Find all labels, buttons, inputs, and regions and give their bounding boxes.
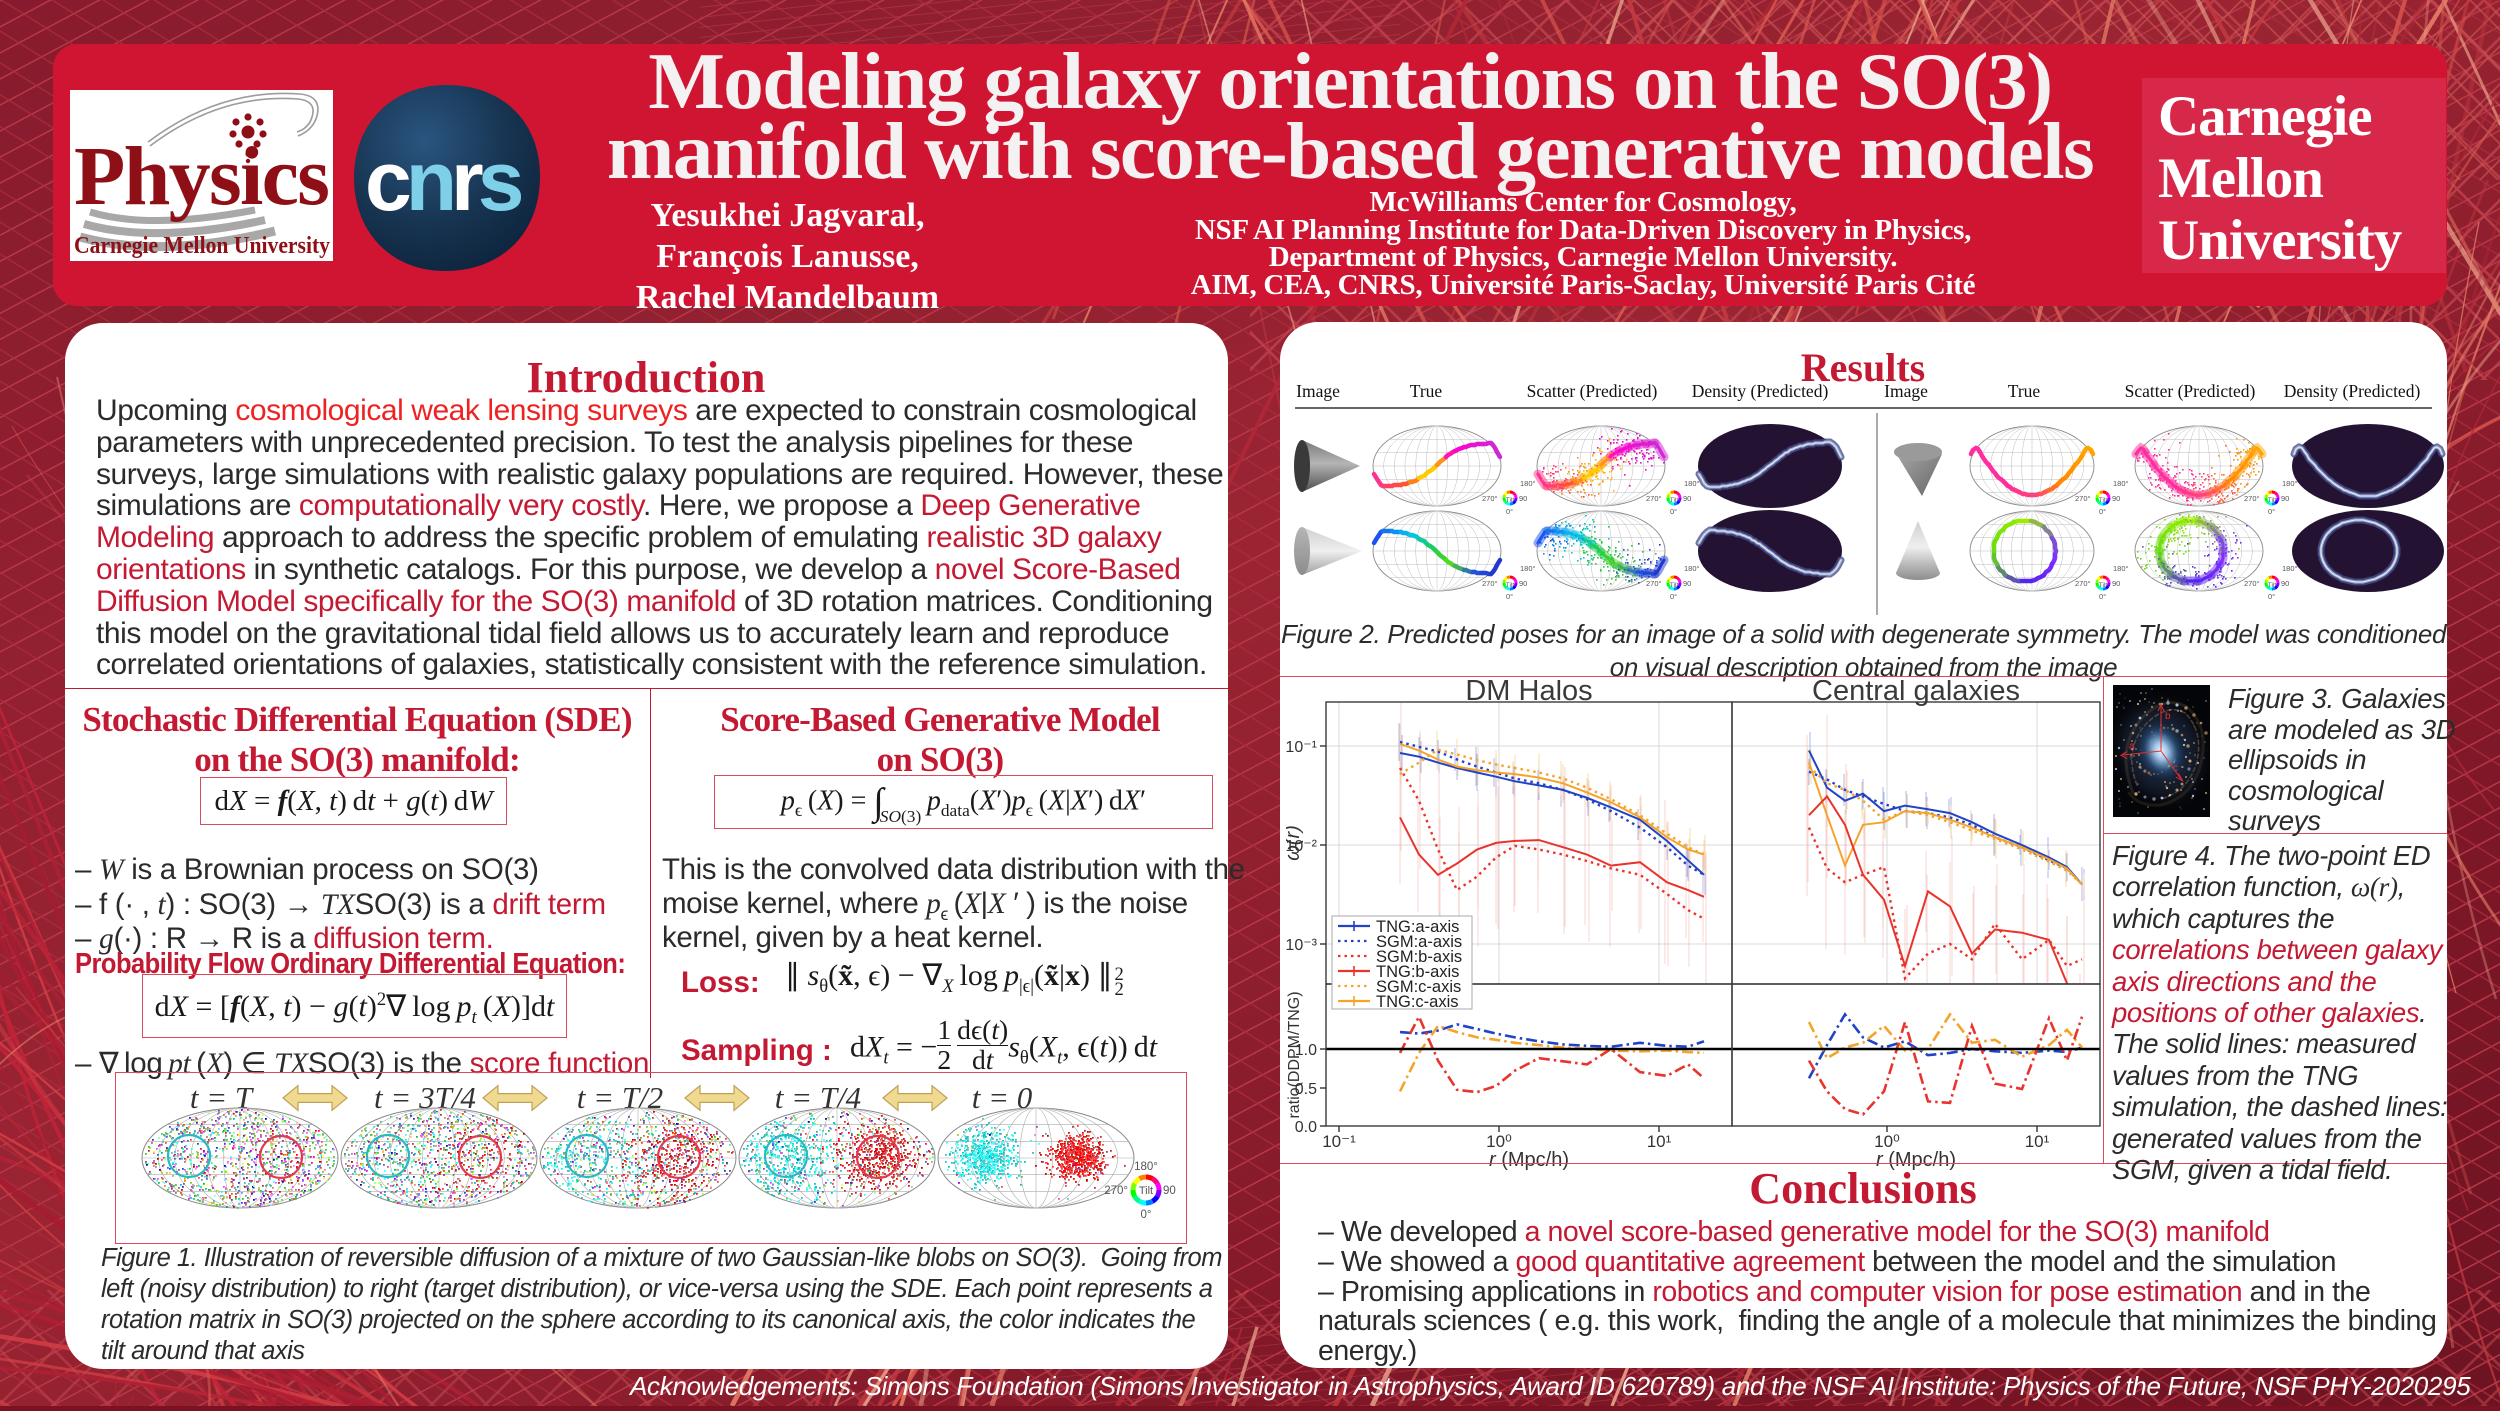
svg-text:Tilt: Tilt <box>1139 1185 1153 1197</box>
svg-text:Scatter (Predicted): Scatter (Predicted) <box>2125 381 2256 401</box>
svg-text:Tilt: Tilt <box>2268 582 2277 589</box>
svg-text:r (Mpc/h): r (Mpc/h) <box>1489 1149 1569 1171</box>
svg-text:90: 90 <box>1519 494 1527 503</box>
svg-text:90: 90 <box>2281 579 2289 588</box>
svg-text:0°: 0° <box>1506 592 1513 601</box>
svg-text:90: 90 <box>2112 579 2120 588</box>
svg-text:180°: 180° <box>1684 479 1700 488</box>
svg-text:90: 90 <box>1683 494 1691 503</box>
svg-text:90: 90 <box>2281 494 2289 503</box>
svg-text:TNG:a-axis: TNG:a-axis <box>1376 918 1459 936</box>
svg-text:270°: 270° <box>1646 494 1662 503</box>
svg-text:10⁻²: 10⁻² <box>1286 838 1318 855</box>
svg-text:0°: 0° <box>1670 592 1677 601</box>
svg-text:270°: 270° <box>2244 494 2260 503</box>
svg-text:1.0: 1.0 <box>1295 1042 1317 1059</box>
svg-text:10¹: 10¹ <box>2025 1132 2050 1151</box>
svg-text:90: 90 <box>1683 579 1691 588</box>
svg-text:Central galaxies: Central galaxies <box>1812 680 2020 707</box>
svg-text:Carnegie Mellon University: Carnegie Mellon University <box>74 232 331 259</box>
svg-text:270°: 270° <box>2075 494 2091 503</box>
svg-text:cnrs: cnrs <box>365 134 522 228</box>
svg-text:180°: 180° <box>2113 479 2129 488</box>
svg-text:10⁰: 10⁰ <box>1874 1132 1900 1151</box>
svg-text:180°: 180° <box>2113 564 2129 573</box>
svg-text:0°: 0° <box>1506 507 1513 516</box>
svg-text:True: True <box>1410 381 1443 401</box>
svg-text:Image: Image <box>1296 381 1340 401</box>
svg-text:0°: 0° <box>2099 592 2106 601</box>
svg-text:0.5: 0.5 <box>1295 1081 1317 1098</box>
svg-text:Tilt: Tilt <box>1506 497 1515 504</box>
svg-text:0°: 0° <box>2099 507 2106 516</box>
svg-text:Density (Predicted): Density (Predicted) <box>1692 381 1829 401</box>
svg-text:TNG:c-axis: TNG:c-axis <box>1376 993 1459 1011</box>
svg-text:Tilt: Tilt <box>1670 582 1679 589</box>
svg-text:Image: Image <box>1884 381 1928 401</box>
svg-text:270°: 270° <box>1104 1185 1128 1197</box>
svg-text:ω(r): ω(r) <box>1286 825 1304 861</box>
svg-text:10⁰: 10⁰ <box>1486 1132 1512 1151</box>
svg-text:0°: 0° <box>1141 1209 1152 1221</box>
svg-text:Physics: Physics <box>74 130 330 223</box>
svg-text:180°: 180° <box>1684 564 1700 573</box>
svg-text:180°: 180° <box>2282 479 2298 488</box>
svg-text:90: 90 <box>1163 1185 1176 1197</box>
svg-text:180°: 180° <box>1520 479 1536 488</box>
svg-text:True: True <box>2008 381 2041 401</box>
svg-text:Tilt: Tilt <box>2099 582 2108 589</box>
svg-text:SGM:b-axis: SGM:b-axis <box>1376 948 1462 966</box>
svg-text:180°: 180° <box>1520 564 1536 573</box>
svg-text:Tilt: Tilt <box>2099 497 2108 504</box>
svg-text:180°: 180° <box>1134 1161 1158 1173</box>
svg-text:b: b <box>2165 711 2171 722</box>
svg-text:270°: 270° <box>2244 579 2260 588</box>
svg-text:0°: 0° <box>1670 507 1677 516</box>
svg-text:DM Halos: DM Halos <box>1465 680 1592 707</box>
svg-text:10⁻¹: 10⁻¹ <box>1286 739 1317 756</box>
svg-text:270°: 270° <box>1482 494 1498 503</box>
svg-text:Tilt: Tilt <box>1670 497 1679 504</box>
svg-text:ratio(DDPM/TNG): ratio(DDPM/TNG) <box>1286 991 1303 1118</box>
svg-text:Tilt: Tilt <box>1506 582 1515 589</box>
svg-text:c: c <box>2173 763 2178 774</box>
svg-text:0°: 0° <box>2268 507 2275 516</box>
svg-text:90: 90 <box>2112 494 2120 503</box>
svg-text:10¹: 10¹ <box>1647 1132 1672 1151</box>
svg-text:Scatter (Predicted): Scatter (Predicted) <box>1527 381 1658 401</box>
svg-text:Density (Predicted): Density (Predicted) <box>2284 381 2421 401</box>
svg-text:a: a <box>2129 741 2135 752</box>
svg-text:10⁻³: 10⁻³ <box>1286 937 1318 954</box>
svg-text:0.0: 0.0 <box>1295 1119 1317 1136</box>
svg-text:0°: 0° <box>2268 592 2275 601</box>
svg-text:TNG:b-axis: TNG:b-axis <box>1376 963 1459 981</box>
svg-text:270°: 270° <box>2075 579 2091 588</box>
svg-text:270°: 270° <box>1482 579 1498 588</box>
svg-text:Tilt: Tilt <box>2268 497 2277 504</box>
svg-text:SGM:a-axis: SGM:a-axis <box>1376 933 1462 951</box>
svg-text:SGM:c-axis: SGM:c-axis <box>1376 978 1461 996</box>
svg-text:10⁻¹: 10⁻¹ <box>1322 1132 1356 1151</box>
svg-text:180°: 180° <box>2282 564 2298 573</box>
svg-text:270°: 270° <box>1646 579 1662 588</box>
svg-text:90: 90 <box>1519 579 1527 588</box>
svg-text:r (Mpc/h): r (Mpc/h) <box>1876 1149 1956 1171</box>
